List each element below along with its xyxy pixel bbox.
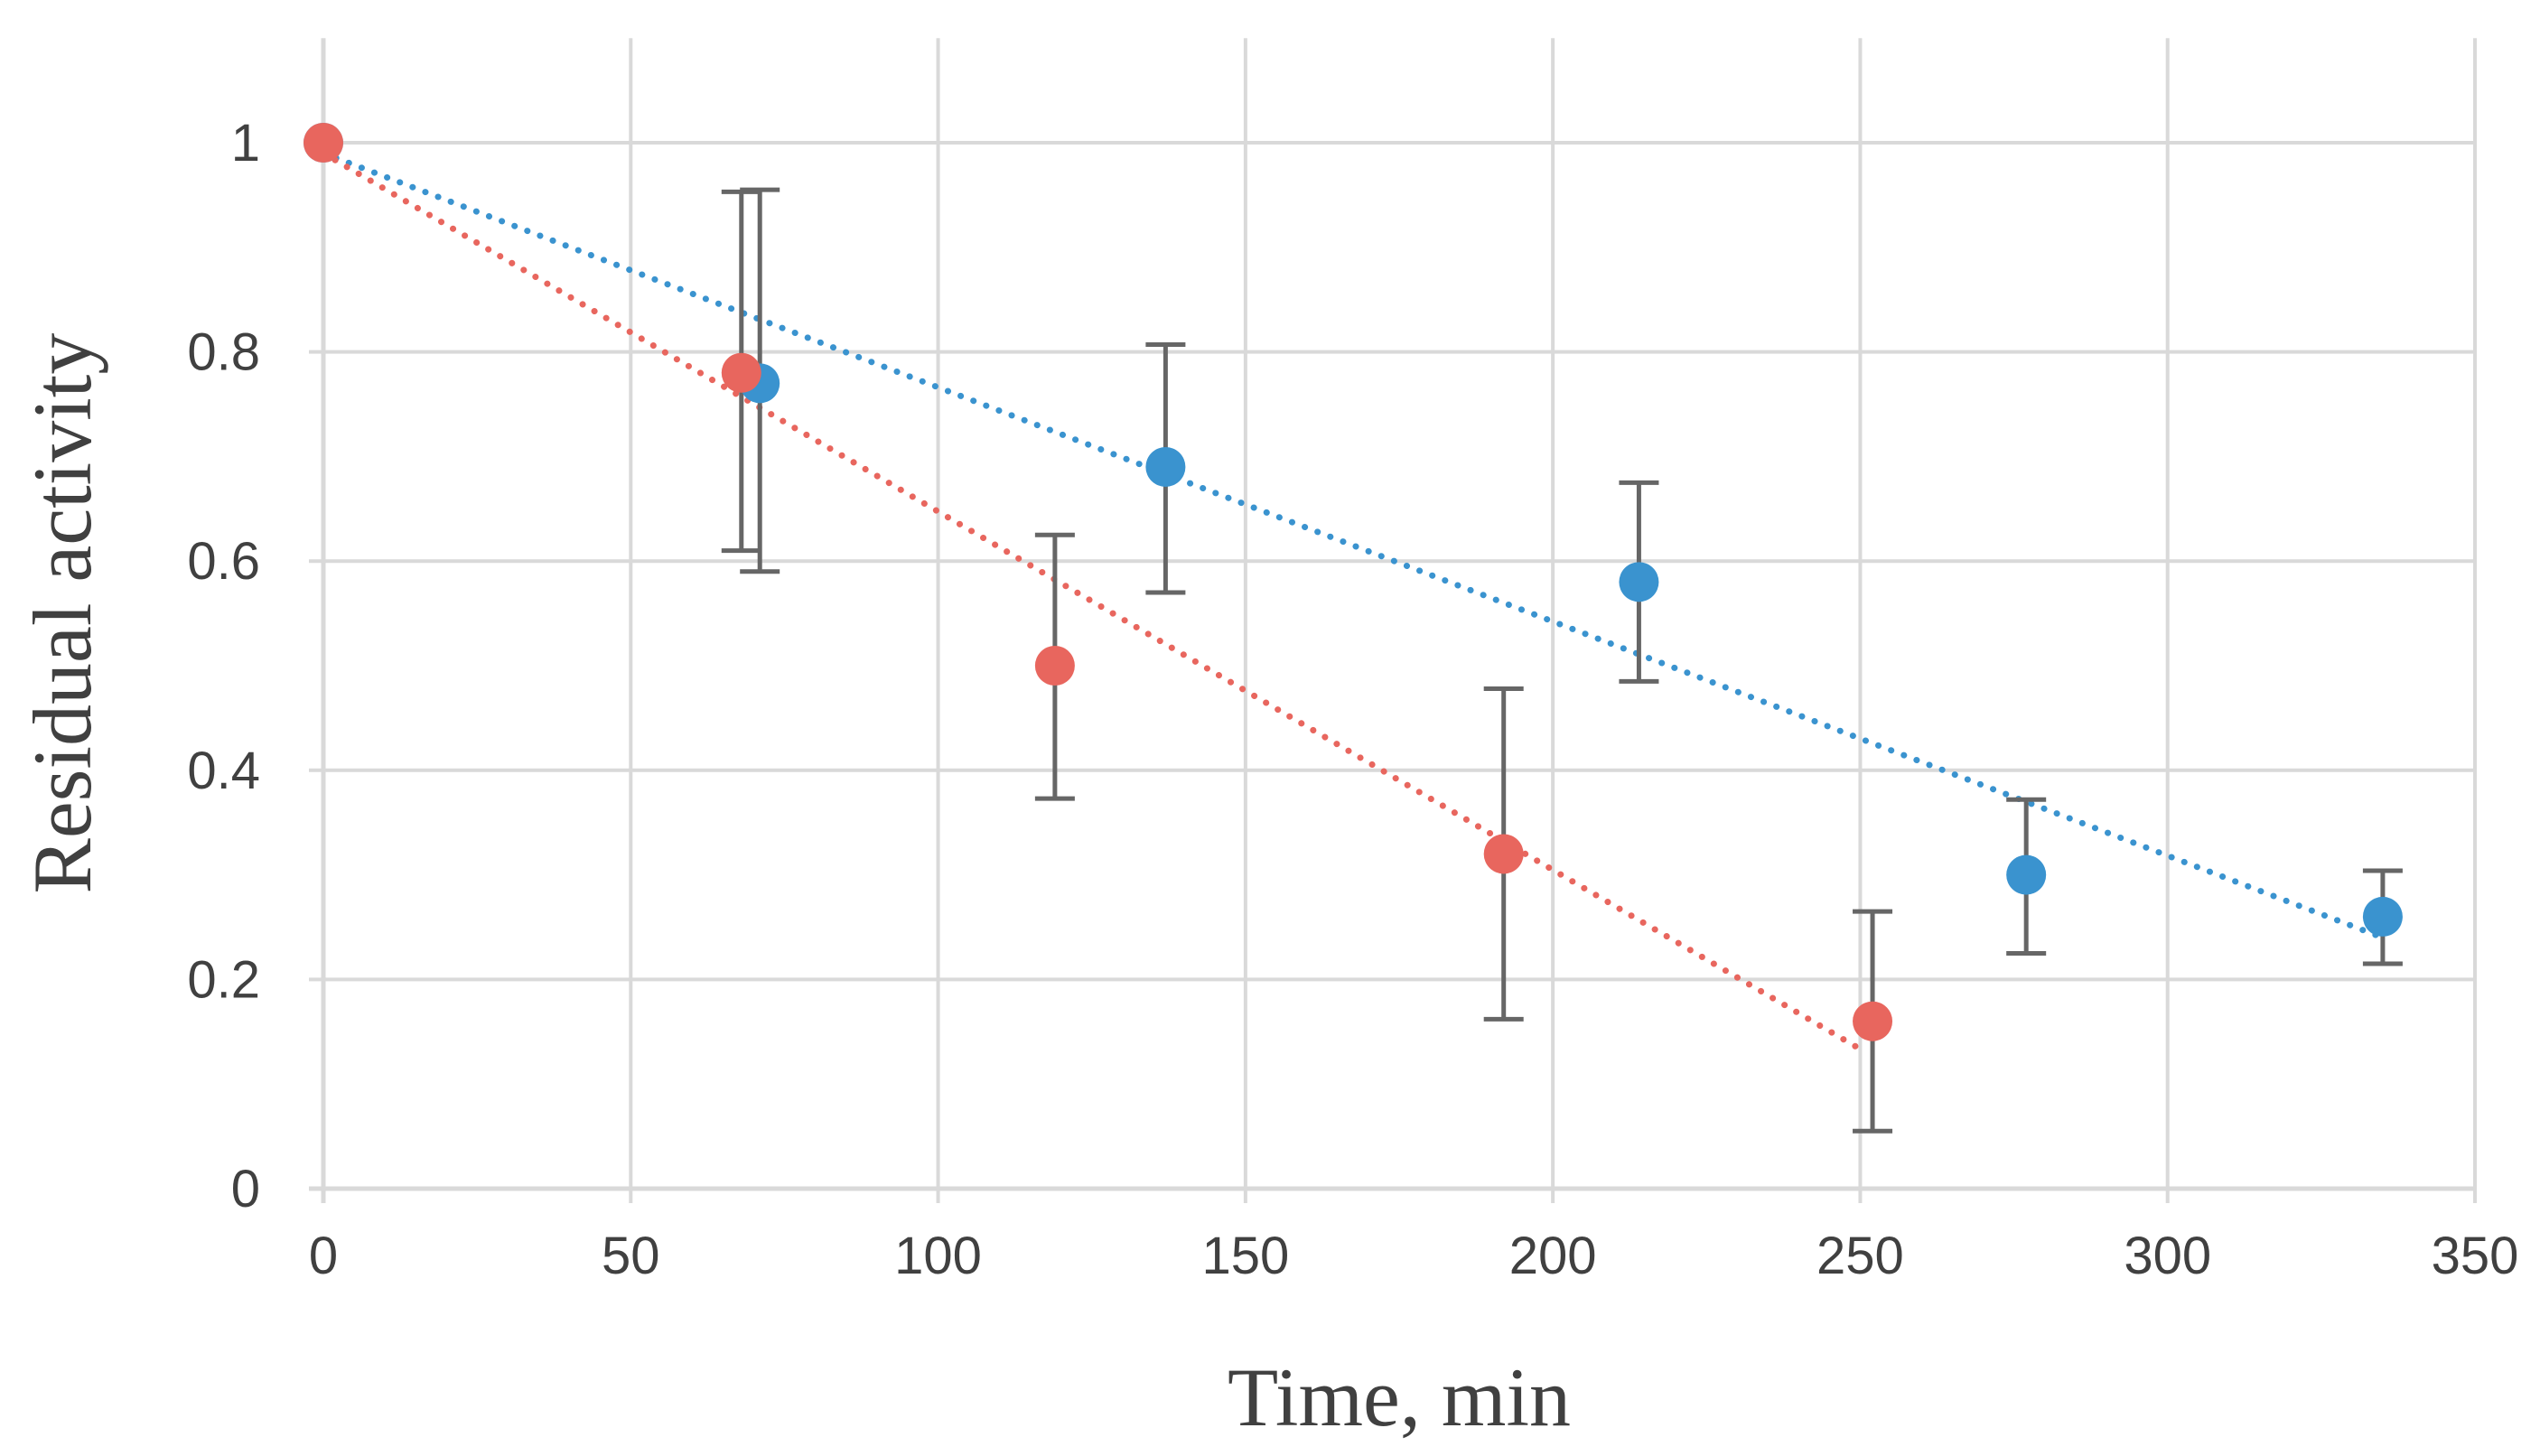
data-point-series-1: [2362, 896, 2403, 937]
data-point-series-2: [303, 123, 343, 163]
y-tick-label: 0.4: [187, 742, 260, 800]
y-tick-label: 0.6: [187, 532, 260, 591]
error-bars: [721, 187, 2403, 1134]
data-points: [303, 123, 2403, 1041]
data-point-series-1: [1619, 562, 1659, 602]
data-point-series-2: [1483, 834, 1524, 874]
trendline-series-2: [320, 150, 1870, 1056]
x-tick-label: 250: [1816, 1227, 1904, 1285]
x-tick-label: 150: [1201, 1227, 1289, 1285]
y-tick-label: 0.8: [187, 323, 260, 382]
data-point-series-2: [1034, 646, 1075, 686]
data-point-series-2: [721, 352, 761, 393]
trendline-series-1: [320, 150, 2386, 941]
data-point-series-2: [1853, 1001, 1893, 1041]
grid: [309, 38, 2477, 1203]
y-tick-label: 0: [231, 1160, 260, 1218]
x-tick-label: 100: [894, 1227, 982, 1285]
x-tick-label: 350: [2432, 1227, 2519, 1285]
y-tick-label: 0.2: [187, 950, 260, 1009]
data-point-series-1: [2006, 854, 2047, 895]
data-point-series-1: [1145, 446, 1186, 487]
axes: [309, 38, 2475, 1203]
y-axis-title: Residual activity: [16, 333, 108, 894]
tick-labels: 0 50 100 150 200 250 300 350 0 0.2 0.4 0.6 0.8 1: [187, 114, 2518, 1285]
y-tick-label: 1: [231, 114, 260, 173]
x-tick-label: 300: [2124, 1227, 2211, 1285]
x-tick-label: 0: [309, 1227, 338, 1285]
x-tick-label: 50: [602, 1227, 660, 1285]
trendlines: [320, 150, 2386, 1056]
x-tick-label: 200: [1509, 1227, 1597, 1285]
x-axis-title: Time, min: [1228, 1351, 1571, 1443]
